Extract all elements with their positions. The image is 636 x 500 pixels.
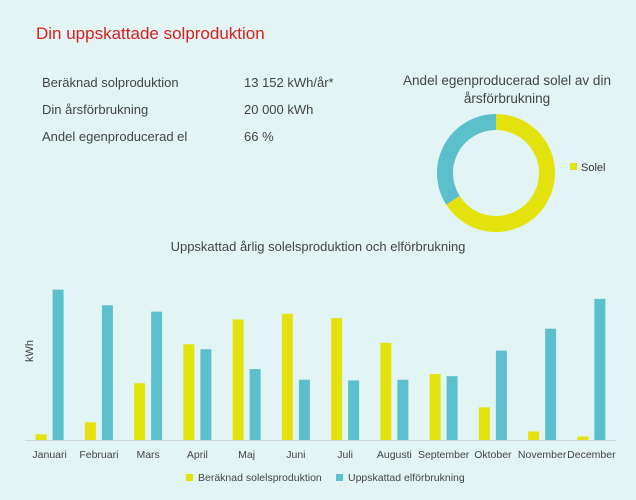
legend-label-consumption: Uppskattad elförbrukning xyxy=(348,472,465,484)
x-tick-label: December xyxy=(567,449,616,461)
bar-consumption-juni xyxy=(298,379,310,440)
bar-consumption-april xyxy=(200,349,212,440)
bar-solar-juli xyxy=(331,318,343,440)
legend-item-consumption: Uppskattad elförbrukning xyxy=(336,472,465,484)
x-tick-label: Juni xyxy=(286,449,305,461)
x-tick-label: April xyxy=(187,449,208,461)
donut-chart-title: Andel egenproducerad solel av din årsför… xyxy=(403,73,611,106)
bar-consumption-augusti xyxy=(397,379,409,440)
bar-solar-oktober xyxy=(478,407,490,440)
stat-label-annual-consumption: Din årsförbrukning xyxy=(42,102,149,117)
bar-consumption-november xyxy=(545,328,557,440)
donut-legend-label: Solel xyxy=(581,162,606,174)
bar-solar-februari xyxy=(84,422,96,440)
stat-label-self-produced-share: Andel egenproducerad el xyxy=(42,129,188,144)
x-tick-label: September xyxy=(418,449,470,461)
bar-solar-augusti xyxy=(380,342,392,440)
donut-legend-swatch xyxy=(570,163,577,170)
x-tick-label: Januari xyxy=(32,449,66,461)
stat-value-solar-production: 13 152 kWh/år* xyxy=(244,75,334,90)
x-tick-label: Februari xyxy=(79,449,118,461)
bar-consumption-september xyxy=(446,376,458,440)
x-tick-label: Juli xyxy=(337,449,353,461)
donut-chart xyxy=(437,114,555,232)
x-tick-label: Augusti xyxy=(377,449,412,461)
bar-consumption-oktober xyxy=(495,350,507,440)
donut-slice-1 xyxy=(446,114,555,232)
bar-solar-januari xyxy=(35,434,47,440)
x-tick-label: Mars xyxy=(136,449,159,461)
bar-consumption-maj xyxy=(249,369,261,440)
bar-chart-title: Uppskattad årlig solelsproduktion och el… xyxy=(170,239,466,254)
bar-consumption-mars xyxy=(151,311,163,440)
bar-consumption-juli xyxy=(348,380,360,440)
legend-item-solar: Beräknad solelsproduktion xyxy=(186,472,322,484)
legend-label-solar: Beräknad solelsproduktion xyxy=(198,472,322,484)
legend-swatch-consumption xyxy=(336,474,343,481)
stat-value-self-produced-share: 66 % xyxy=(244,129,274,144)
bar-solar-april xyxy=(183,344,195,440)
donut-legend: Solel xyxy=(570,162,605,174)
bar-consumption-januari xyxy=(52,289,64,440)
y-axis-label: kWh xyxy=(24,340,36,362)
bar-solar-december xyxy=(577,436,589,440)
x-tick-label: November xyxy=(518,449,567,461)
page-title: Din uppskattade solproduktion xyxy=(36,24,265,43)
legend-swatch-solar xyxy=(186,474,193,481)
stat-value-annual-consumption: 20 000 kWh xyxy=(244,102,314,117)
x-tick-label: Oktober xyxy=(474,449,512,461)
bar-solar-november xyxy=(528,431,540,440)
donut-slice-2 xyxy=(437,114,497,205)
bar-consumption-februari xyxy=(101,305,113,440)
stat-label-solar-production: Beräknad solproduktion xyxy=(42,75,179,90)
bar-solar-september xyxy=(429,374,441,440)
x-tick-label: Maj xyxy=(238,449,255,461)
bar-solar-maj xyxy=(232,319,244,440)
bar-solar-juni xyxy=(281,313,293,440)
bar-consumption-december xyxy=(594,298,606,440)
bar-solar-mars xyxy=(134,383,146,440)
